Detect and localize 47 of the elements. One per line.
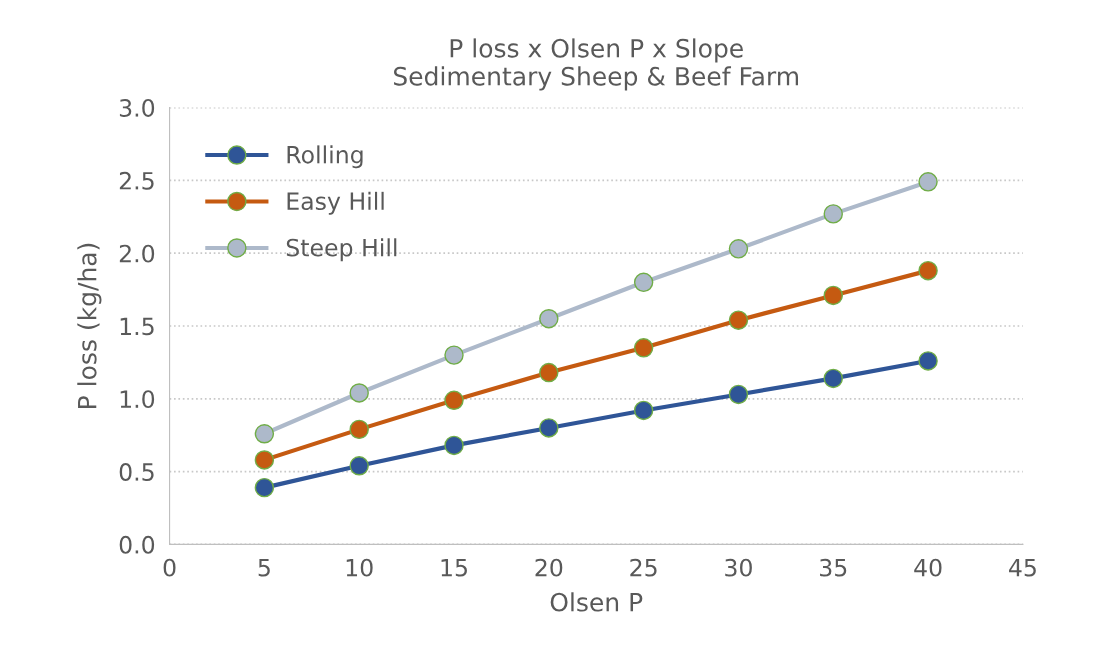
y-axis-title: P loss (kg/ha) [77, 243, 102, 408]
point [633, 400, 654, 421]
x-tick-label: 0 [163, 558, 176, 577]
point [349, 383, 369, 403]
legend-label: Steep Hill [286, 238, 397, 262]
point [918, 260, 938, 281]
point [918, 351, 938, 371]
point [349, 456, 369, 476]
point [823, 368, 843, 389]
point [728, 239, 749, 259]
point [823, 285, 843, 306]
x-tick-label: 5 [258, 559, 270, 577]
point [444, 345, 464, 365]
y-tick-label: 0.5 [119, 463, 154, 481]
y-tick-label: 1.5 [120, 317, 154, 336]
x-tick-label: 25 [630, 558, 657, 577]
y-tick-label: 2.5 [119, 171, 154, 190]
point [349, 419, 369, 440]
point [254, 477, 275, 498]
x-tick-label: 10 [346, 558, 373, 577]
point [728, 310, 749, 330]
point [254, 450, 275, 470]
point [728, 384, 749, 405]
point [633, 272, 654, 293]
point [444, 390, 464, 410]
legend-label: Easy Hill [287, 191, 384, 215]
y-tick-label: 3.0 [119, 99, 155, 117]
y-tick-label: 1.0 [120, 390, 155, 409]
point [539, 362, 559, 383]
x-tick-label: 40 [914, 558, 942, 577]
y-tick-label: 0.0 [119, 535, 155, 554]
point [633, 338, 654, 358]
x-tick-label: 35 [820, 558, 847, 577]
point [539, 308, 559, 329]
x-tick-label: 30 [725, 558, 752, 577]
x-tick-label: 45 [1009, 559, 1036, 577]
y-tick-label: 2.0 [119, 244, 155, 263]
x-tick-label: 20 [535, 558, 563, 577]
point [444, 435, 464, 456]
x-tick-label: 15 [441, 559, 467, 577]
point [539, 418, 559, 438]
point [254, 424, 275, 444]
legend-label: Rolling [287, 145, 363, 169]
point [918, 172, 938, 192]
point [823, 204, 843, 224]
x-axis-title: Olsen P [550, 592, 643, 612]
chart-title: P loss x Olsen P x Slope Sedimentary Sheep & Beef Farm [393, 38, 798, 91]
